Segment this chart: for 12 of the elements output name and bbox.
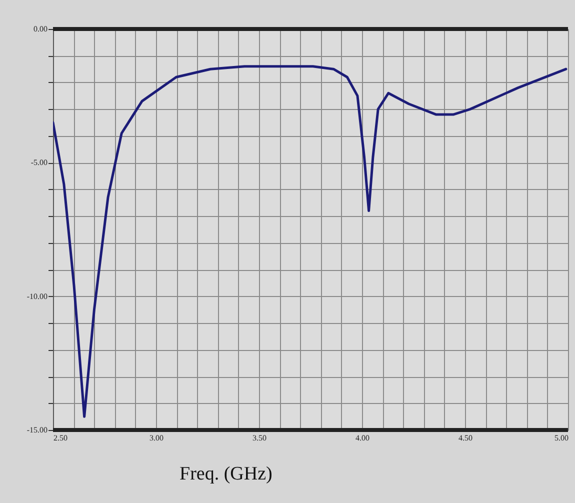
line-series [53, 65, 568, 418]
x-tick-label: 4.50 [458, 434, 472, 442]
y-tick-label: 0.00 [34, 24, 48, 34]
y-tick-label: -15.00 [26, 426, 48, 434]
x-axis-title: Freq. (GHz) [180, 464, 272, 484]
y-tick-label: -10.00 [26, 292, 48, 301]
x-tick-label: 5.00 [554, 434, 568, 442]
y-tick-label: -5.00 [30, 158, 48, 168]
x-tick-label: 3.50 [252, 434, 266, 442]
x-tick-label: 2.50 [54, 434, 68, 442]
x-tick-label: 3.00 [150, 434, 164, 442]
x-tick-label: 4.00 [356, 434, 370, 442]
